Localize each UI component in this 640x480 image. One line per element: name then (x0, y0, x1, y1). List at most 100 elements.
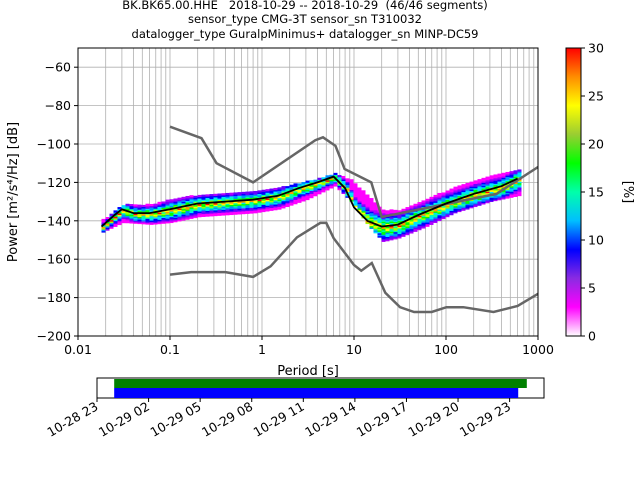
psd-cell (457, 205, 462, 208)
psd-cell (269, 198, 274, 201)
psd-cell (497, 180, 502, 184)
psd-cell (377, 229, 382, 232)
psd-cell (353, 197, 358, 200)
psd-cell (357, 201, 362, 205)
psd-cell (209, 209, 214, 213)
psd-cell (245, 205, 250, 209)
psd-cell (189, 213, 194, 217)
psd-cell (293, 186, 298, 189)
psd-cell (445, 212, 450, 215)
psd-cell (133, 208, 138, 211)
psd-cell (185, 216, 190, 219)
psd-cell (389, 230, 394, 234)
psd-cell (477, 180, 482, 183)
psd-cell (369, 219, 374, 222)
psd-cell (417, 217, 422, 221)
psd-cell (385, 227, 390, 230)
psd-cell (329, 174, 334, 177)
psd-cell (453, 195, 458, 198)
psd-cell (173, 198, 178, 201)
psd-cell (469, 187, 474, 190)
psd-cell (397, 220, 402, 223)
psd-cell (237, 193, 242, 196)
psd-cell (369, 202, 374, 205)
psd-cell (425, 198, 430, 201)
psd-cell (185, 210, 190, 213)
psd-cell (117, 212, 122, 215)
psd-cell (449, 210, 454, 213)
psd-cell (217, 193, 222, 196)
time-tick-label: 10-28 23 (44, 399, 100, 440)
psd-cell (441, 216, 446, 220)
psd-cell (409, 214, 414, 217)
psd-cell (489, 199, 494, 203)
psd-cell (341, 188, 346, 192)
psd-cell (161, 205, 166, 208)
psd-cell (485, 192, 490, 195)
psd-cell (409, 222, 414, 225)
psd-cell (185, 197, 190, 200)
psd-cell (253, 206, 258, 210)
psd-cell (421, 213, 426, 216)
psd-cell (141, 219, 146, 222)
psd-cell (445, 190, 450, 193)
psd-cell (417, 228, 422, 231)
psd-cell (405, 208, 410, 211)
psd-cell (285, 201, 290, 205)
psd-cell (305, 193, 310, 196)
psd-cell (389, 226, 394, 229)
psd-cell (217, 210, 222, 213)
psd-cell (309, 181, 314, 184)
psd-cell (365, 197, 370, 200)
psd-cell (149, 221, 154, 224)
psd-cell (285, 187, 290, 190)
psd-cell (337, 177, 342, 181)
psd-cell (245, 197, 250, 200)
psd-cell (181, 216, 186, 220)
psd-cell (125, 212, 130, 215)
psd-cell (269, 202, 274, 206)
psd-cell (377, 219, 382, 222)
psd-cell (429, 215, 434, 218)
psd-cell (197, 196, 202, 199)
psd-cell (301, 196, 306, 199)
psd-cell (281, 186, 286, 189)
psd-cell (261, 189, 266, 192)
psd-cell (265, 202, 270, 205)
noise-models (169, 125, 538, 314)
psd-cell (501, 190, 506, 193)
psd-cell (141, 214, 146, 218)
psd-cell (353, 204, 358, 208)
psd-cell (321, 181, 326, 184)
psd-cell (505, 176, 510, 179)
psd-cell (397, 227, 402, 230)
psd-cell (273, 190, 278, 194)
psd-cell (297, 197, 302, 200)
psd-cell (373, 213, 378, 217)
psd-cell (305, 190, 310, 193)
psd-cell (137, 217, 142, 220)
psd-cell (405, 214, 410, 217)
psd-cell (353, 184, 358, 187)
psd-cell (425, 200, 430, 203)
psd-cell (253, 211, 258, 214)
psd-cell (193, 214, 198, 217)
psd-cell (413, 225, 418, 228)
psd-cell (249, 199, 254, 203)
psd-cell (469, 184, 474, 187)
psd-cell (481, 200, 486, 204)
psd-cell (165, 215, 170, 218)
psd-cell (241, 207, 246, 210)
psd-cell (293, 197, 298, 200)
psd-cell (405, 220, 410, 223)
psd-cell (325, 182, 330, 185)
psd-cell (361, 209, 366, 212)
psd-cell (413, 219, 418, 222)
psd-cell (281, 200, 286, 203)
psd-cell (141, 220, 146, 223)
psd-cell (173, 218, 178, 221)
psd-cell (505, 180, 510, 183)
psd-cell (305, 192, 310, 195)
psd-cell (457, 189, 462, 192)
psd-cell (113, 223, 118, 226)
